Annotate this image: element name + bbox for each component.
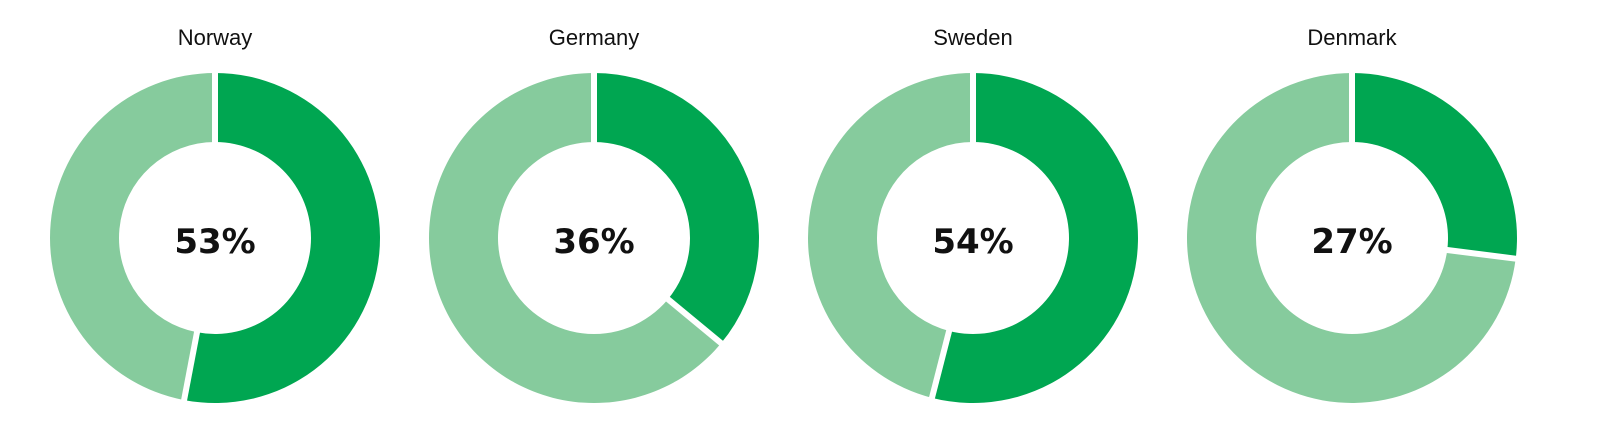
slice-separator-norway-1	[180, 329, 201, 403]
chart-title-norway: Norway	[178, 25, 253, 50]
chart-title-germany: Germany	[549, 25, 639, 50]
donut-chart-sweden: Sweden 54%	[808, 25, 1138, 404]
chart-value-sweden: 54%	[932, 222, 1013, 262]
donut-norway	[50, 71, 381, 403]
slice-separator-germany-1	[664, 295, 725, 347]
chart-value-denmark: 27%	[1311, 222, 1392, 262]
donut-slice-germany-value	[594, 73, 759, 344]
donut-chart-germany: Germany 36%	[428, 25, 759, 404]
donut-slice-denmark-remainder	[1187, 73, 1516, 404]
chart-title-sweden: Sweden	[933, 25, 1013, 50]
chart-value-germany: 36%	[553, 222, 634, 262]
donut-slice-norway-value	[184, 73, 381, 403]
donut-slice-sweden-value	[931, 73, 1138, 404]
slice-separator-sweden-1	[928, 328, 953, 401]
donut-germany	[428, 71, 759, 404]
slice-separator-denmark-1	[1444, 246, 1519, 262]
donut-slice-norway-remainder	[50, 73, 216, 401]
donut-denmark	[1187, 71, 1519, 404]
chart-value-norway: 53%	[174, 222, 255, 262]
chart-title-denmark: Denmark	[1307, 25, 1397, 50]
donut-slice-sweden-remainder	[808, 73, 973, 398]
donut-chart-norway: Norway 53%	[50, 25, 381, 403]
donut-chart-denmark: Denmark 27%	[1187, 25, 1519, 404]
donut-slice-germany-remainder	[428, 73, 722, 404]
donut-sweden	[808, 71, 1138, 404]
donut-slice-denmark-value	[1352, 73, 1517, 259]
